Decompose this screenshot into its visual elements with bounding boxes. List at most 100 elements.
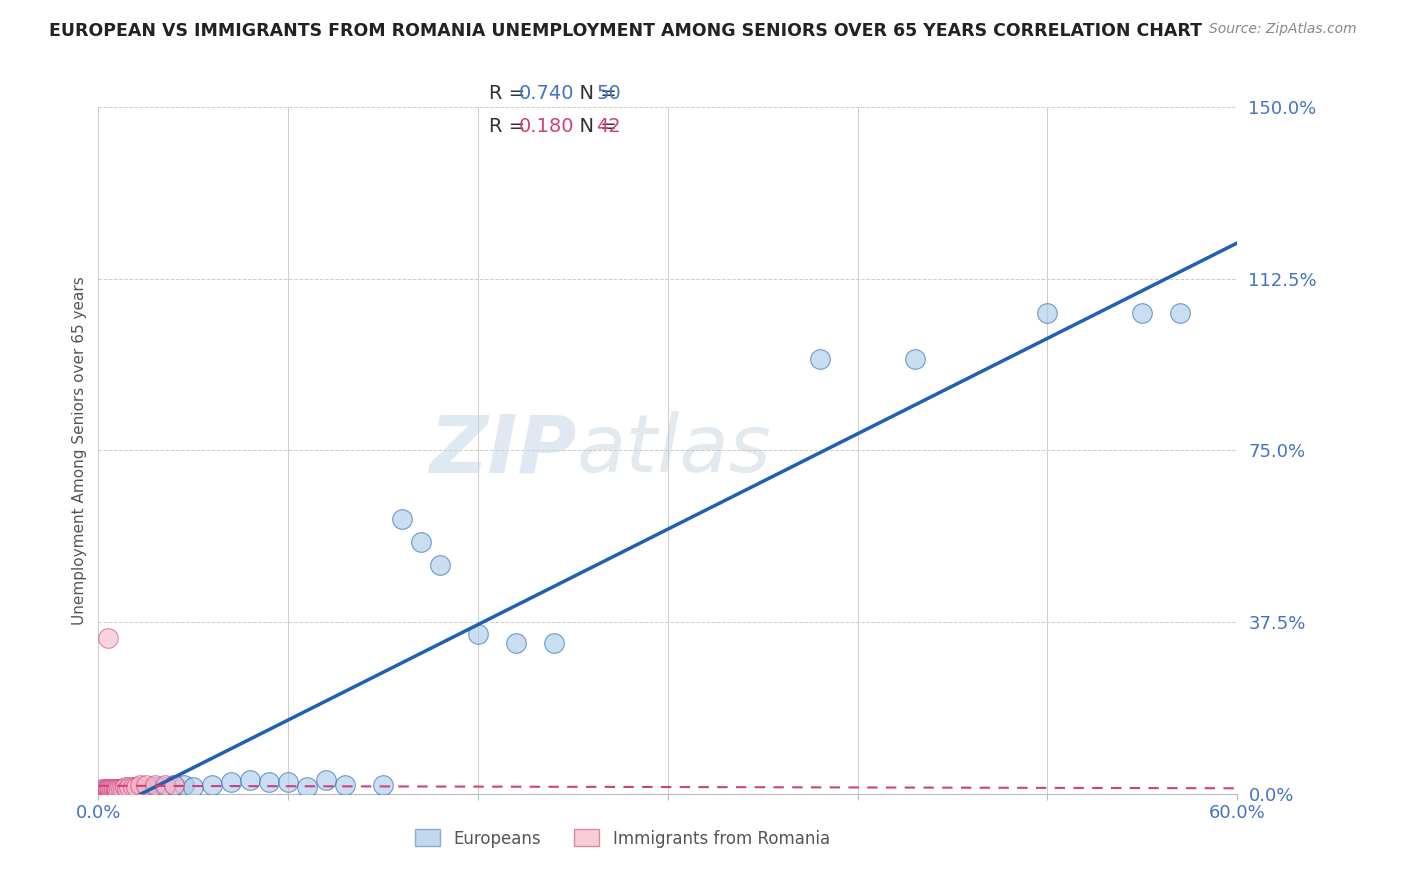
Point [335, 778, 357, 792]
Point [93, 782, 115, 797]
Point [125, 780, 148, 794]
Point [93, 783, 115, 797]
Point [98, 784, 121, 798]
Point [98, 784, 121, 798]
Point [904, 351, 927, 366]
Point [163, 778, 186, 792]
Text: N =: N = [567, 117, 623, 136]
Point [391, 512, 413, 526]
Point [94, 784, 117, 798]
Point [100, 784, 122, 798]
Point [1036, 306, 1059, 320]
Point [104, 782, 127, 797]
Point [97, 631, 120, 645]
Point [118, 780, 141, 794]
Point [103, 784, 125, 798]
Point [221, 775, 243, 789]
Point [201, 778, 224, 792]
Point [163, 778, 186, 792]
Point [110, 784, 132, 798]
Point [145, 778, 167, 792]
Point [173, 778, 195, 792]
Point [315, 773, 337, 788]
Point [97, 784, 120, 798]
Point [94, 783, 117, 797]
Point [120, 784, 142, 798]
Text: N =: N = [567, 84, 623, 103]
Text: atlas: atlas [576, 411, 772, 490]
Point [100, 784, 122, 798]
Point [121, 784, 143, 798]
Point [129, 784, 152, 798]
Point [93, 784, 115, 798]
Text: ZIP: ZIP [429, 411, 576, 490]
Point [115, 784, 138, 798]
Text: 0.180: 0.180 [519, 117, 574, 136]
Text: 50: 50 [596, 84, 621, 103]
Point [153, 778, 176, 792]
Point [124, 784, 146, 798]
Text: Source: ZipAtlas.com: Source: ZipAtlas.com [1209, 22, 1357, 37]
Point [108, 784, 131, 798]
Point [97, 784, 120, 798]
Point [107, 784, 129, 798]
Point [103, 782, 125, 797]
Point [112, 782, 135, 797]
Point [108, 782, 131, 797]
Point [103, 784, 125, 798]
Point [94, 782, 117, 797]
Point [100, 782, 122, 797]
Point [808, 351, 831, 366]
Text: 42: 42 [596, 117, 621, 136]
Point [91, 784, 114, 798]
Point [429, 558, 451, 572]
Point [98, 783, 121, 797]
Point [110, 782, 132, 797]
Point [97, 782, 120, 797]
Y-axis label: Unemployment Among Seniors over 65 years: Unemployment Among Seniors over 65 years [72, 277, 87, 624]
Point [135, 778, 157, 792]
Point [153, 780, 176, 794]
Point [505, 636, 527, 650]
Point [91, 784, 114, 798]
Point [277, 775, 299, 789]
Point [112, 784, 135, 798]
Point [89, 784, 111, 798]
Text: EUROPEAN VS IMMIGRANTS FROM ROMANIA UNEMPLOYMENT AMONG SENIORS OVER 65 YEARS COR: EUROPEAN VS IMMIGRANTS FROM ROMANIA UNEM… [49, 22, 1202, 40]
Point [1170, 306, 1192, 320]
Point [93, 784, 115, 798]
Text: R =: R = [489, 84, 531, 103]
Point [239, 773, 262, 788]
Point [136, 782, 159, 797]
Point [1132, 306, 1154, 320]
Point [118, 784, 141, 798]
Point [97, 784, 120, 798]
Point [91, 784, 114, 798]
Point [132, 784, 155, 798]
Point [97, 783, 120, 797]
Point [98, 782, 121, 797]
Point [97, 784, 120, 798]
Text: 0.740: 0.740 [519, 84, 574, 103]
Point [94, 784, 117, 798]
Point [141, 783, 163, 797]
Point [145, 780, 167, 794]
Point [125, 784, 148, 798]
Point [411, 535, 433, 549]
Point [115, 782, 138, 797]
Point [94, 784, 117, 798]
Point [129, 778, 152, 792]
Point [89, 784, 111, 798]
Point [259, 775, 281, 789]
Point [91, 782, 114, 797]
Legend: Europeans, Immigrants from Romania: Europeans, Immigrants from Romania [408, 822, 837, 855]
Point [104, 784, 127, 798]
Point [103, 784, 125, 798]
Text: R =: R = [489, 117, 531, 136]
Point [183, 780, 205, 794]
Point [114, 780, 136, 794]
Point [104, 784, 127, 798]
Point [467, 626, 489, 640]
Point [114, 784, 136, 798]
Point [107, 782, 129, 797]
